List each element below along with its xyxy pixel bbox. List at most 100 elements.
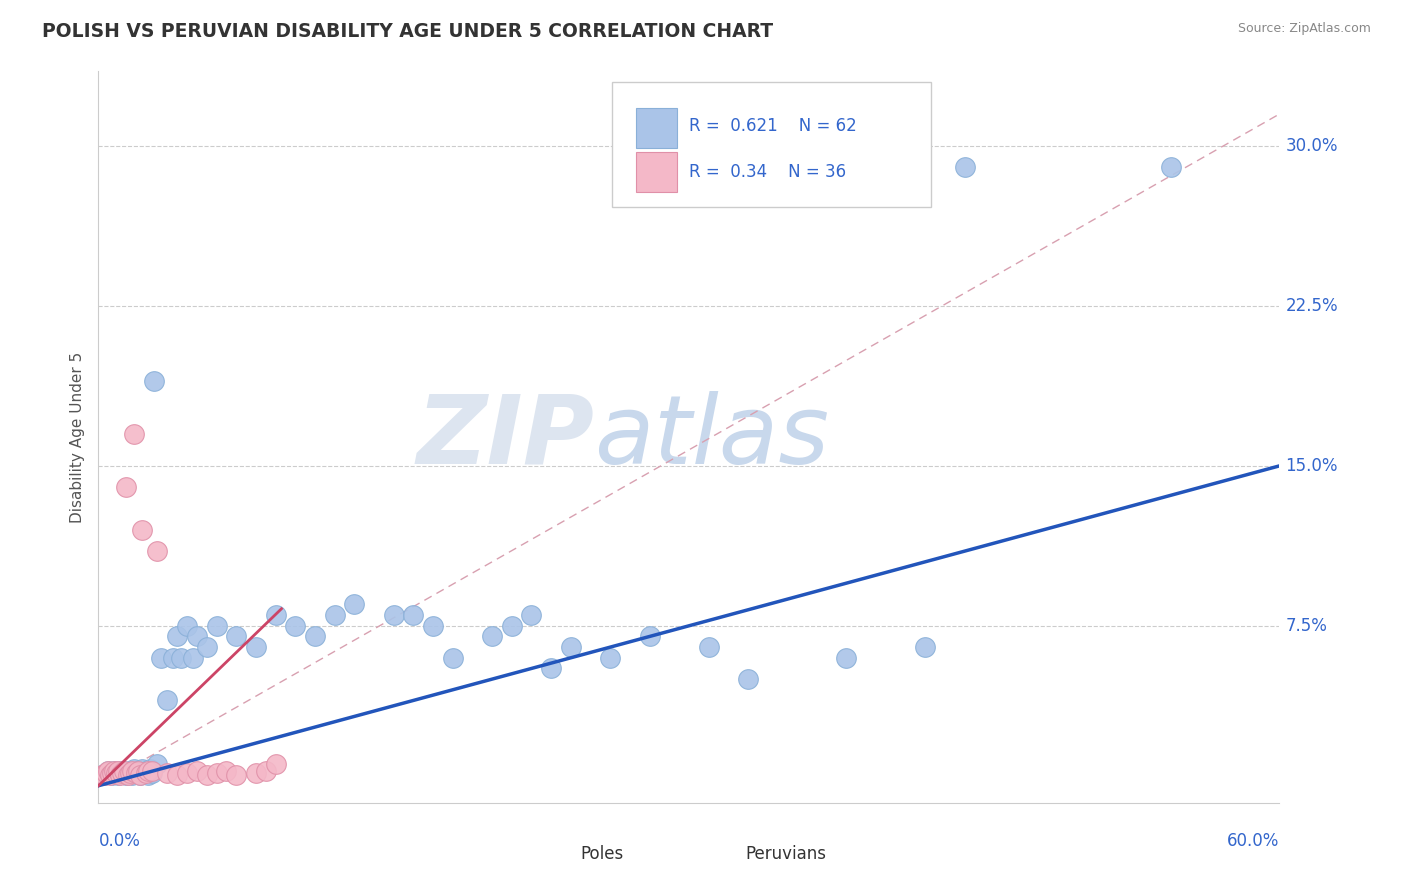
- Point: [245, 766, 267, 780]
- Point: [107, 768, 129, 782]
- Point: [225, 630, 247, 644]
- Point: [135, 764, 157, 778]
- Point: [215, 764, 238, 778]
- Point: [264, 757, 287, 772]
- Point: [638, 630, 661, 644]
- Point: [91, 768, 114, 782]
- Text: POLISH VS PERUVIAN DISABILITY AGE UNDER 5 CORRELATION CHART: POLISH VS PERUVIAN DISABILITY AGE UNDER …: [42, 22, 773, 41]
- Point: [195, 640, 218, 654]
- Point: [135, 766, 157, 780]
- Text: Source: ZipAtlas.com: Source: ZipAtlas.com: [1237, 22, 1371, 36]
- Text: 30.0%: 30.0%: [1285, 137, 1339, 155]
- Point: [121, 764, 143, 778]
- Text: 22.5%: 22.5%: [1285, 297, 1339, 315]
- Point: [205, 619, 228, 633]
- Point: [422, 619, 444, 633]
- Point: [737, 672, 759, 686]
- Point: [176, 619, 198, 633]
- Point: [97, 764, 120, 778]
- Point: [138, 762, 160, 776]
- Point: [382, 608, 405, 623]
- Point: [108, 768, 131, 782]
- Point: [118, 764, 141, 778]
- Text: R =  0.621    N = 62: R = 0.621 N = 62: [689, 117, 856, 136]
- Point: [835, 650, 858, 665]
- Point: [108, 764, 131, 778]
- Point: [254, 764, 277, 778]
- Point: [128, 768, 150, 782]
- Point: [107, 764, 129, 778]
- Point: [441, 650, 464, 665]
- Point: [105, 766, 128, 780]
- Point: [117, 768, 139, 782]
- Bar: [536, 846, 571, 863]
- Point: [264, 608, 287, 623]
- Point: [127, 764, 149, 778]
- Text: Peruvians: Peruvians: [745, 845, 827, 863]
- Point: [1160, 161, 1182, 175]
- Point: [343, 598, 366, 612]
- Point: [697, 640, 720, 654]
- Text: 0.0%: 0.0%: [98, 832, 141, 850]
- Point: [121, 768, 143, 782]
- Point: [93, 768, 115, 782]
- Point: [284, 619, 307, 633]
- Point: [156, 766, 179, 780]
- Point: [501, 619, 523, 633]
- Point: [118, 766, 141, 780]
- Point: [195, 768, 218, 782]
- Point: [112, 764, 135, 778]
- Point: [115, 768, 138, 782]
- Point: [117, 766, 139, 780]
- Point: [125, 766, 148, 780]
- Point: [156, 693, 179, 707]
- Point: [186, 630, 208, 644]
- Text: atlas: atlas: [595, 391, 830, 483]
- FancyBboxPatch shape: [612, 82, 931, 207]
- Point: [560, 640, 582, 654]
- Point: [540, 661, 562, 675]
- Text: 7.5%: 7.5%: [1285, 616, 1327, 635]
- Point: [111, 766, 134, 780]
- Point: [162, 650, 184, 665]
- Point: [136, 764, 159, 778]
- Point: [128, 768, 150, 782]
- Bar: [700, 846, 737, 863]
- Point: [304, 630, 326, 644]
- Y-axis label: Disability Age Under 5: Disability Age Under 5: [69, 351, 84, 523]
- Point: [98, 766, 121, 780]
- Point: [181, 650, 204, 665]
- Point: [186, 764, 208, 778]
- Point: [142, 374, 165, 388]
- Text: R =  0.34    N = 36: R = 0.34 N = 36: [689, 163, 846, 181]
- Point: [141, 764, 163, 778]
- Text: 60.0%: 60.0%: [1227, 832, 1279, 850]
- Point: [402, 608, 425, 623]
- Point: [245, 640, 267, 654]
- Point: [101, 768, 124, 782]
- Point: [520, 608, 543, 623]
- Point: [122, 762, 145, 776]
- Point: [146, 757, 169, 772]
- Point: [176, 766, 198, 780]
- Point: [103, 764, 125, 778]
- Point: [125, 766, 148, 780]
- Point: [599, 650, 621, 665]
- Point: [225, 768, 247, 782]
- Point: [112, 764, 135, 778]
- Point: [103, 764, 125, 778]
- Point: [166, 768, 188, 782]
- Point: [146, 544, 169, 558]
- Text: Poles: Poles: [581, 845, 623, 863]
- Point: [93, 768, 115, 782]
- Point: [141, 766, 163, 780]
- Point: [131, 523, 153, 537]
- Point: [953, 161, 976, 175]
- Point: [105, 766, 128, 780]
- Point: [205, 766, 228, 780]
- Point: [914, 640, 936, 654]
- Text: ZIP: ZIP: [416, 391, 595, 483]
- Point: [150, 650, 173, 665]
- Bar: [636, 108, 678, 148]
- Point: [101, 766, 124, 780]
